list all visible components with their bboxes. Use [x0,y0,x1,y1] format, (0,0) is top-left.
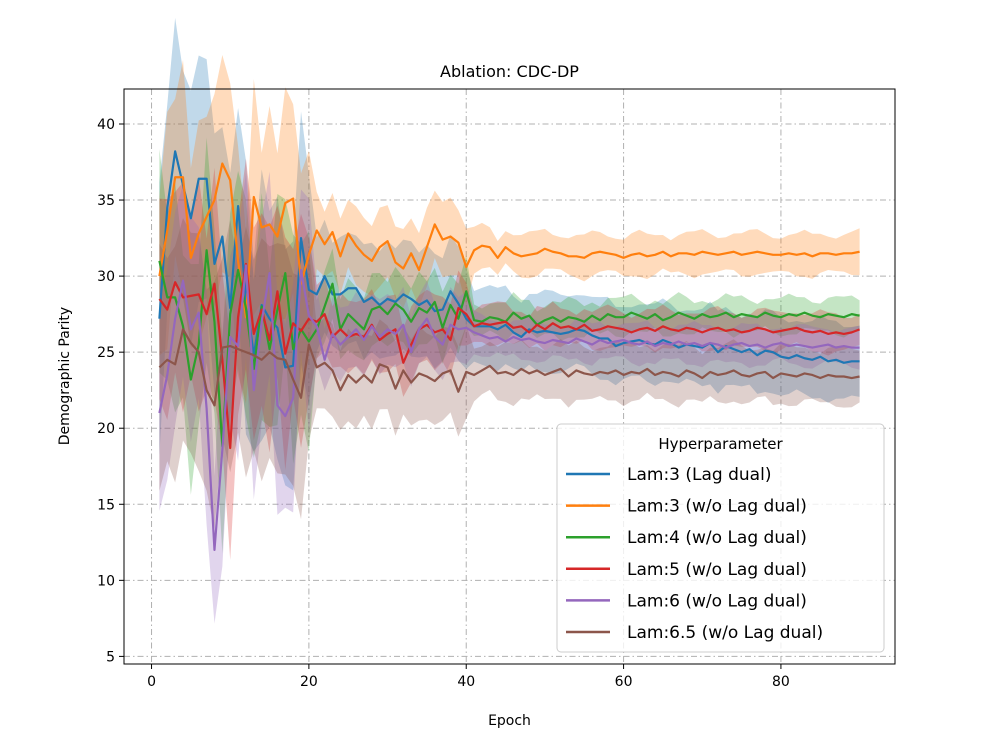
chart-title: Ablation: CDC-DP [440,62,579,81]
legend-label: Lam:3 (Lag dual) [627,465,771,485]
legend-title: Hyperparameter [658,435,783,453]
legend-label: Lam:6.5 (w/o Lag dual) [627,623,823,643]
y-tick-label: 15 [97,497,115,513]
legend-label: Lam:5 (w/o Lag dual) [627,560,807,580]
series-lines [158,150,860,552]
series-line-3 [158,262,860,450]
y-axis-label: Demographic Parity [57,307,73,445]
y-tick-label: 40 [97,117,115,133]
y-tick-label: 25 [97,345,115,361]
y-tick-label: 5 [106,649,115,665]
x-tick-label: 60 [615,674,633,690]
series-band-3 [159,158,860,560]
series-band-2 [159,137,860,554]
y-tick-label: 10 [97,573,115,589]
y-tick-label: 35 [97,193,115,209]
grid [124,89,895,664]
x-axis-label: Epoch [488,713,531,729]
plot-frame [123,88,896,665]
legend-label: Lam:6 (w/o Lag dual) [627,591,807,611]
legend-label: Lam:4 (w/o Lag dual) [627,528,807,548]
series-line-2 [158,249,860,448]
series-band-1 [159,55,860,404]
legend-entries: Lam:3 (Lag dual) Lam:3 (w/o Lag dual) Lam:… [566,465,823,643]
series-line-4 [158,264,860,552]
legend-box [556,423,885,653]
x-tick-label: 0 [147,674,156,690]
y-tick-label: 30 [97,269,115,285]
legend-label: Lam:3 (w/o Lag dual) [627,497,807,517]
y-tick-label: 20 [97,421,115,437]
series-line-0 [158,150,860,369]
axis-ticks: 0 20 40 60 80 5 10 15 20 25 30 35 40 [97,117,790,690]
x-tick-label: 40 [457,674,475,690]
series-line-1 [158,162,860,319]
x-tick-label: 20 [300,674,318,690]
x-tick-label: 80 [772,674,790,690]
legend: Hyperparameter Lam:3 (Lag dual) Lam:3 (w/… [556,423,885,653]
series-line-5 [158,328,860,407]
